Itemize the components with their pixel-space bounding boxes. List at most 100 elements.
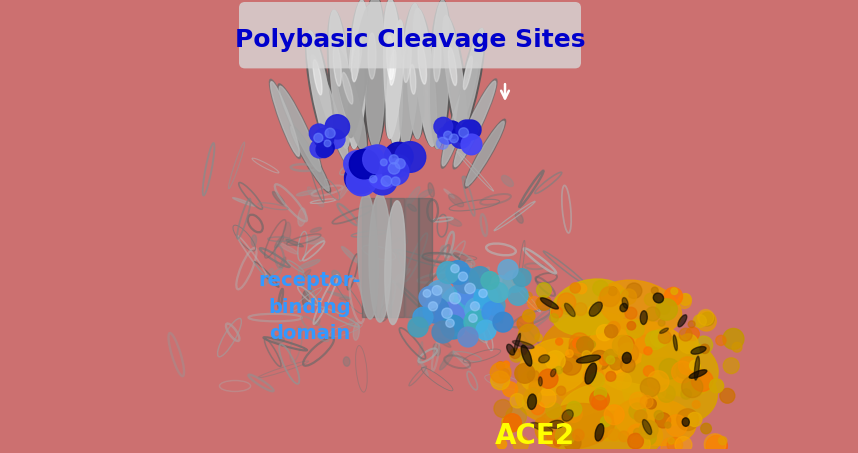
Circle shape — [719, 437, 727, 445]
Circle shape — [607, 322, 620, 334]
Circle shape — [450, 134, 458, 143]
Circle shape — [326, 130, 345, 149]
Ellipse shape — [444, 189, 455, 198]
Ellipse shape — [352, 37, 360, 82]
Circle shape — [432, 285, 442, 295]
Ellipse shape — [262, 268, 274, 287]
Circle shape — [618, 343, 638, 363]
Circle shape — [539, 369, 558, 388]
Circle shape — [555, 366, 563, 374]
Circle shape — [529, 360, 539, 370]
Ellipse shape — [353, 38, 362, 78]
Circle shape — [700, 344, 710, 353]
Circle shape — [626, 320, 644, 338]
Circle shape — [518, 324, 540, 345]
Ellipse shape — [550, 334, 680, 419]
Ellipse shape — [622, 298, 628, 308]
Circle shape — [577, 337, 594, 354]
Ellipse shape — [286, 240, 304, 247]
Ellipse shape — [464, 119, 505, 188]
Ellipse shape — [365, 0, 385, 148]
Circle shape — [596, 325, 613, 341]
Circle shape — [396, 159, 405, 169]
Circle shape — [693, 315, 706, 328]
Circle shape — [634, 428, 642, 436]
Circle shape — [577, 284, 587, 294]
Ellipse shape — [585, 363, 596, 384]
Circle shape — [316, 142, 332, 158]
Ellipse shape — [307, 31, 333, 148]
Circle shape — [658, 331, 671, 343]
Ellipse shape — [549, 420, 564, 429]
Circle shape — [408, 317, 428, 337]
Circle shape — [535, 299, 542, 305]
Ellipse shape — [340, 297, 350, 300]
Circle shape — [456, 127, 471, 143]
Circle shape — [655, 387, 666, 398]
Circle shape — [468, 314, 477, 323]
Circle shape — [565, 405, 583, 422]
Ellipse shape — [347, 0, 370, 149]
Ellipse shape — [342, 72, 353, 104]
Circle shape — [627, 424, 647, 443]
Circle shape — [677, 409, 698, 430]
Circle shape — [723, 328, 744, 349]
Text: ACE2: ACE2 — [495, 422, 575, 450]
Circle shape — [529, 381, 541, 393]
Circle shape — [692, 370, 713, 391]
Ellipse shape — [691, 347, 706, 354]
Ellipse shape — [315, 318, 320, 325]
Ellipse shape — [516, 212, 523, 223]
Circle shape — [589, 373, 604, 387]
Circle shape — [596, 434, 603, 442]
Circle shape — [479, 284, 501, 306]
Ellipse shape — [466, 121, 505, 186]
Circle shape — [437, 262, 459, 284]
Circle shape — [658, 385, 675, 402]
Circle shape — [698, 309, 714, 325]
Circle shape — [634, 410, 647, 423]
Circle shape — [491, 371, 510, 390]
Circle shape — [656, 299, 677, 320]
Circle shape — [503, 361, 510, 368]
Ellipse shape — [279, 86, 321, 172]
Circle shape — [479, 289, 487, 298]
Circle shape — [537, 296, 552, 310]
Ellipse shape — [384, 175, 398, 189]
Ellipse shape — [689, 370, 707, 378]
Ellipse shape — [387, 238, 402, 246]
Ellipse shape — [414, 8, 437, 146]
Circle shape — [536, 283, 552, 298]
Circle shape — [695, 336, 713, 354]
Circle shape — [444, 131, 452, 140]
Ellipse shape — [660, 328, 668, 333]
Circle shape — [590, 351, 609, 370]
Ellipse shape — [329, 10, 351, 149]
Circle shape — [654, 410, 663, 420]
Ellipse shape — [335, 53, 355, 135]
Ellipse shape — [424, 314, 429, 328]
Circle shape — [620, 358, 635, 372]
Circle shape — [559, 443, 572, 453]
Circle shape — [615, 366, 625, 376]
Circle shape — [644, 366, 655, 376]
Circle shape — [450, 265, 459, 273]
Circle shape — [555, 426, 575, 445]
Circle shape — [650, 329, 668, 347]
Ellipse shape — [280, 257, 286, 269]
Ellipse shape — [384, 20, 405, 139]
Circle shape — [493, 312, 513, 332]
Circle shape — [488, 275, 512, 299]
Ellipse shape — [444, 332, 464, 335]
Bar — [390, 198, 404, 317]
Circle shape — [531, 401, 544, 414]
Ellipse shape — [272, 336, 284, 342]
Circle shape — [481, 272, 499, 289]
Circle shape — [458, 278, 488, 307]
Circle shape — [546, 351, 565, 370]
Ellipse shape — [408, 309, 415, 328]
Ellipse shape — [551, 279, 629, 336]
Circle shape — [474, 285, 498, 309]
Ellipse shape — [449, 194, 463, 207]
Ellipse shape — [418, 342, 423, 365]
